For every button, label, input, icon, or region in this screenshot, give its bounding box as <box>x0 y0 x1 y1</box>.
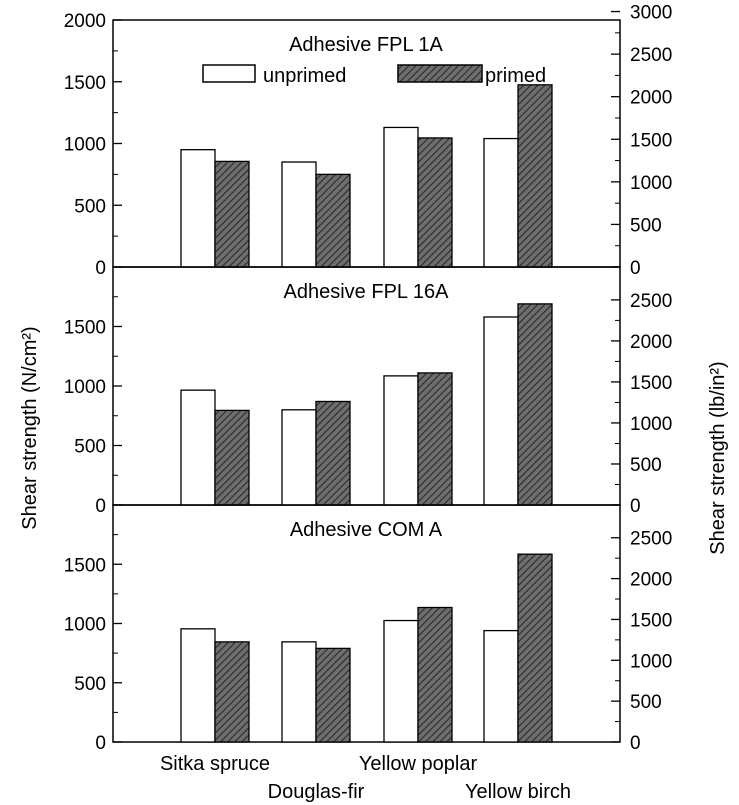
category-label-sitka-spruce: Sitka spruce <box>160 753 270 775</box>
y-tick-label-right: 0 <box>630 496 641 517</box>
y-tick-label-right: 2000 <box>630 570 672 591</box>
legend-label-unprimed: unprimed <box>263 65 346 87</box>
y-tick-label-right: 2000 <box>630 332 672 353</box>
category-label-douglas-fir: Douglas-fir <box>268 781 365 803</box>
y-tick-label-right: 2500 <box>630 529 672 550</box>
panel-title: Adhesive FPL 16A <box>284 281 450 303</box>
y-tick-label-right: 2500 <box>630 291 672 312</box>
bar-primed-sitka-spruce <box>214 641 250 743</box>
bar-primed-douglas-fir <box>315 400 351 506</box>
category-labels: Sitka spruce Douglas-fir Yellow poplar Y… <box>160 753 571 803</box>
bar-primed-yellow-poplar <box>417 606 453 743</box>
bar-primed-yellow-birch <box>517 303 553 506</box>
bar-unprimed-yellow-poplar <box>383 619 419 743</box>
y-tick-label-right: 2500 <box>630 45 672 66</box>
y-tick-label-left: 2000 <box>64 11 106 32</box>
y-tick-label-left: 500 <box>74 196 106 217</box>
panel-title: Adhesive FPL 1A <box>289 34 443 56</box>
bar-unprimed-yellow-birch <box>483 316 519 506</box>
y-tick-label-left: 1000 <box>64 377 106 398</box>
y-tick-label-right: 500 <box>630 455 662 476</box>
y-tick-label-left: 1500 <box>64 555 106 576</box>
y-tick-label-right: 0 <box>630 258 641 279</box>
panel-3: 0 500 1000 1500 0 500 1000 1500 2000 2500 Adhesive… <box>64 504 672 754</box>
y-tick-label-right: 500 <box>630 215 662 236</box>
panel-title: Adhesive COM A <box>290 519 443 541</box>
y-tick-label-left: 0 <box>95 258 106 279</box>
y-tick-label-right: 1000 <box>630 414 672 435</box>
category-label-yellow-birch: Yellow birch <box>465 781 571 803</box>
bar-primed-yellow-poplar <box>417 372 453 506</box>
bar-unprimed-yellow-birch <box>483 137 519 268</box>
bar-unprimed-yellow-poplar <box>383 126 419 268</box>
category-label-yellow-poplar: Yellow poplar <box>359 753 478 775</box>
bar-unprimed-yellow-poplar <box>383 375 419 506</box>
y-axis-title-right: Shear strength (lb/in²) <box>707 361 729 554</box>
y-tick-label-right: 1000 <box>630 651 672 672</box>
y-tick-label-left: 500 <box>74 437 106 458</box>
panels: 0 500 1000 1500 2000 0 500 1000 1500 2000 2500 3000… <box>64 3 673 754</box>
y-tick-label-left: 1500 <box>64 318 106 339</box>
y-tick-label-left: 0 <box>95 733 106 754</box>
legend: unprimed primed <box>202 64 546 87</box>
panel-2: 0 500 1000 1500 0 500 1000 1500 2000 2500 Adhesive… <box>64 266 672 517</box>
y-tick-label-right: 1000 <box>630 173 672 194</box>
bar-primed-sitka-spruce <box>214 409 250 506</box>
bar-primed-douglas-fir <box>315 647 351 743</box>
bar-unprimed-douglas-fir <box>281 641 317 743</box>
legend-label-primed: primed <box>485 65 546 87</box>
bar-primed-sitka-spruce <box>214 160 250 268</box>
bar-primed-douglas-fir <box>315 173 351 268</box>
bar-primed-yellow-birch <box>517 553 553 743</box>
bar-unprimed-sitka-spruce <box>180 628 216 743</box>
legend-swatch-unprimed <box>202 64 256 83</box>
bar-primed-yellow-birch <box>517 84 553 268</box>
y-tick-label-right: 0 <box>630 733 641 754</box>
legend-swatch-primed <box>397 64 483 83</box>
bar-unprimed-sitka-spruce <box>180 149 216 268</box>
y-tick-label-left: 0 <box>95 496 106 517</box>
panel-1: 0 500 1000 1500 2000 0 500 1000 1500 2000 2500 3000… <box>64 3 673 279</box>
bar-unprimed-sitka-spruce <box>180 389 216 506</box>
y-tick-label-right: 1500 <box>630 373 672 394</box>
y-tick-label-right: 1500 <box>630 610 672 631</box>
y-tick-label-left: 1000 <box>64 135 106 156</box>
y-tick-label-right: 2000 <box>630 88 672 109</box>
y-tick-label-left: 500 <box>74 674 106 695</box>
y-tick-label-right: 500 <box>630 692 662 713</box>
y-tick-label-left: 1500 <box>64 73 106 94</box>
y-tick-label-right: 1500 <box>630 130 672 151</box>
bar-unprimed-yellow-birch <box>483 629 519 743</box>
bar-unprimed-douglas-fir <box>281 161 317 268</box>
y-tick-label-right: 3000 <box>630 3 672 24</box>
y-tick-label-left: 1000 <box>64 615 106 636</box>
bar-unprimed-douglas-fir <box>281 409 317 506</box>
bar-primed-yellow-poplar <box>417 137 453 268</box>
y-axis-title-left: Shear strength (N/cm²) <box>19 326 41 529</box>
